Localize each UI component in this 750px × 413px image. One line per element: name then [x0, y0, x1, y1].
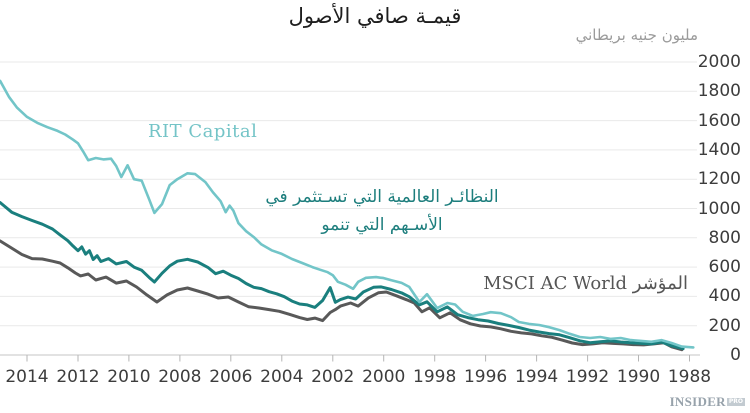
series-line-msci-ac-world [0, 239, 684, 352]
y-axis-label-600: 600 [708, 257, 741, 278]
y-axis-label-2000: 2000 [697, 52, 741, 72]
x-axis-label-1990: 1990 [616, 367, 661, 387]
series-label-global-peers: النظائـر العالمية التي تسـتثمر في الأسـه… [248, 183, 516, 239]
y-axis-label-1000: 1000 [697, 198, 741, 219]
series-label-msci-ac-world: المؤشر MSCI AC World [483, 273, 688, 294]
y-axis-label-800: 800 [708, 227, 741, 248]
y-axis-label-1400: 1400 [697, 139, 741, 160]
x-axis-label-2010: 2010 [107, 367, 151, 387]
pro-badge: PRO [726, 398, 745, 406]
x-axis-label-2000: 2000 [362, 367, 406, 387]
x-axis-label-1994: 1994 [514, 367, 559, 387]
y-axis-label-200: 200 [708, 315, 741, 336]
y-axis-unit-label: مليون جنيه بريطاني [575, 26, 698, 44]
y-axis-label-400: 400 [708, 286, 741, 307]
insider-logo-text: INSIDER [669, 394, 726, 409]
x-axis-label-1998: 1998 [413, 367, 457, 387]
series-label-global-peers-line1: النظائـر العالمية التي تسـتثمر في [265, 187, 499, 207]
series-line-global-peers [0, 201, 685, 351]
x-axis-label-1996: 1996 [463, 367, 508, 387]
x-axis-label-2008: 2008 [158, 367, 202, 387]
x-axis-label-2002: 2002 [311, 367, 355, 387]
y-axis-label-1800: 1800 [697, 81, 741, 102]
insider-pro-logo: INSIDER PRO [670, 394, 745, 410]
x-axis-label-2012: 2012 [56, 367, 100, 387]
series-label-global-peers-line2: الأسـهم التي تنمو [321, 215, 443, 235]
chart-title: قيمـة صافي الأصول [288, 4, 462, 28]
x-axis-label-2004: 2004 [260, 367, 304, 387]
x-axis-label-1988: 1988 [667, 367, 712, 387]
y-axis-label-0: 0 [730, 345, 741, 365]
series-label-rit-capital: RIT Capital [148, 121, 258, 142]
y-axis-label-1600: 1600 [697, 110, 741, 131]
x-axis-label-2014: 2014 [5, 367, 49, 387]
series-line-rit-capital [0, 79, 695, 349]
x-axis-label-1992: 1992 [565, 367, 610, 387]
x-axis-label-2006: 2006 [209, 367, 253, 387]
y-axis-label-1200: 1200 [697, 169, 741, 190]
